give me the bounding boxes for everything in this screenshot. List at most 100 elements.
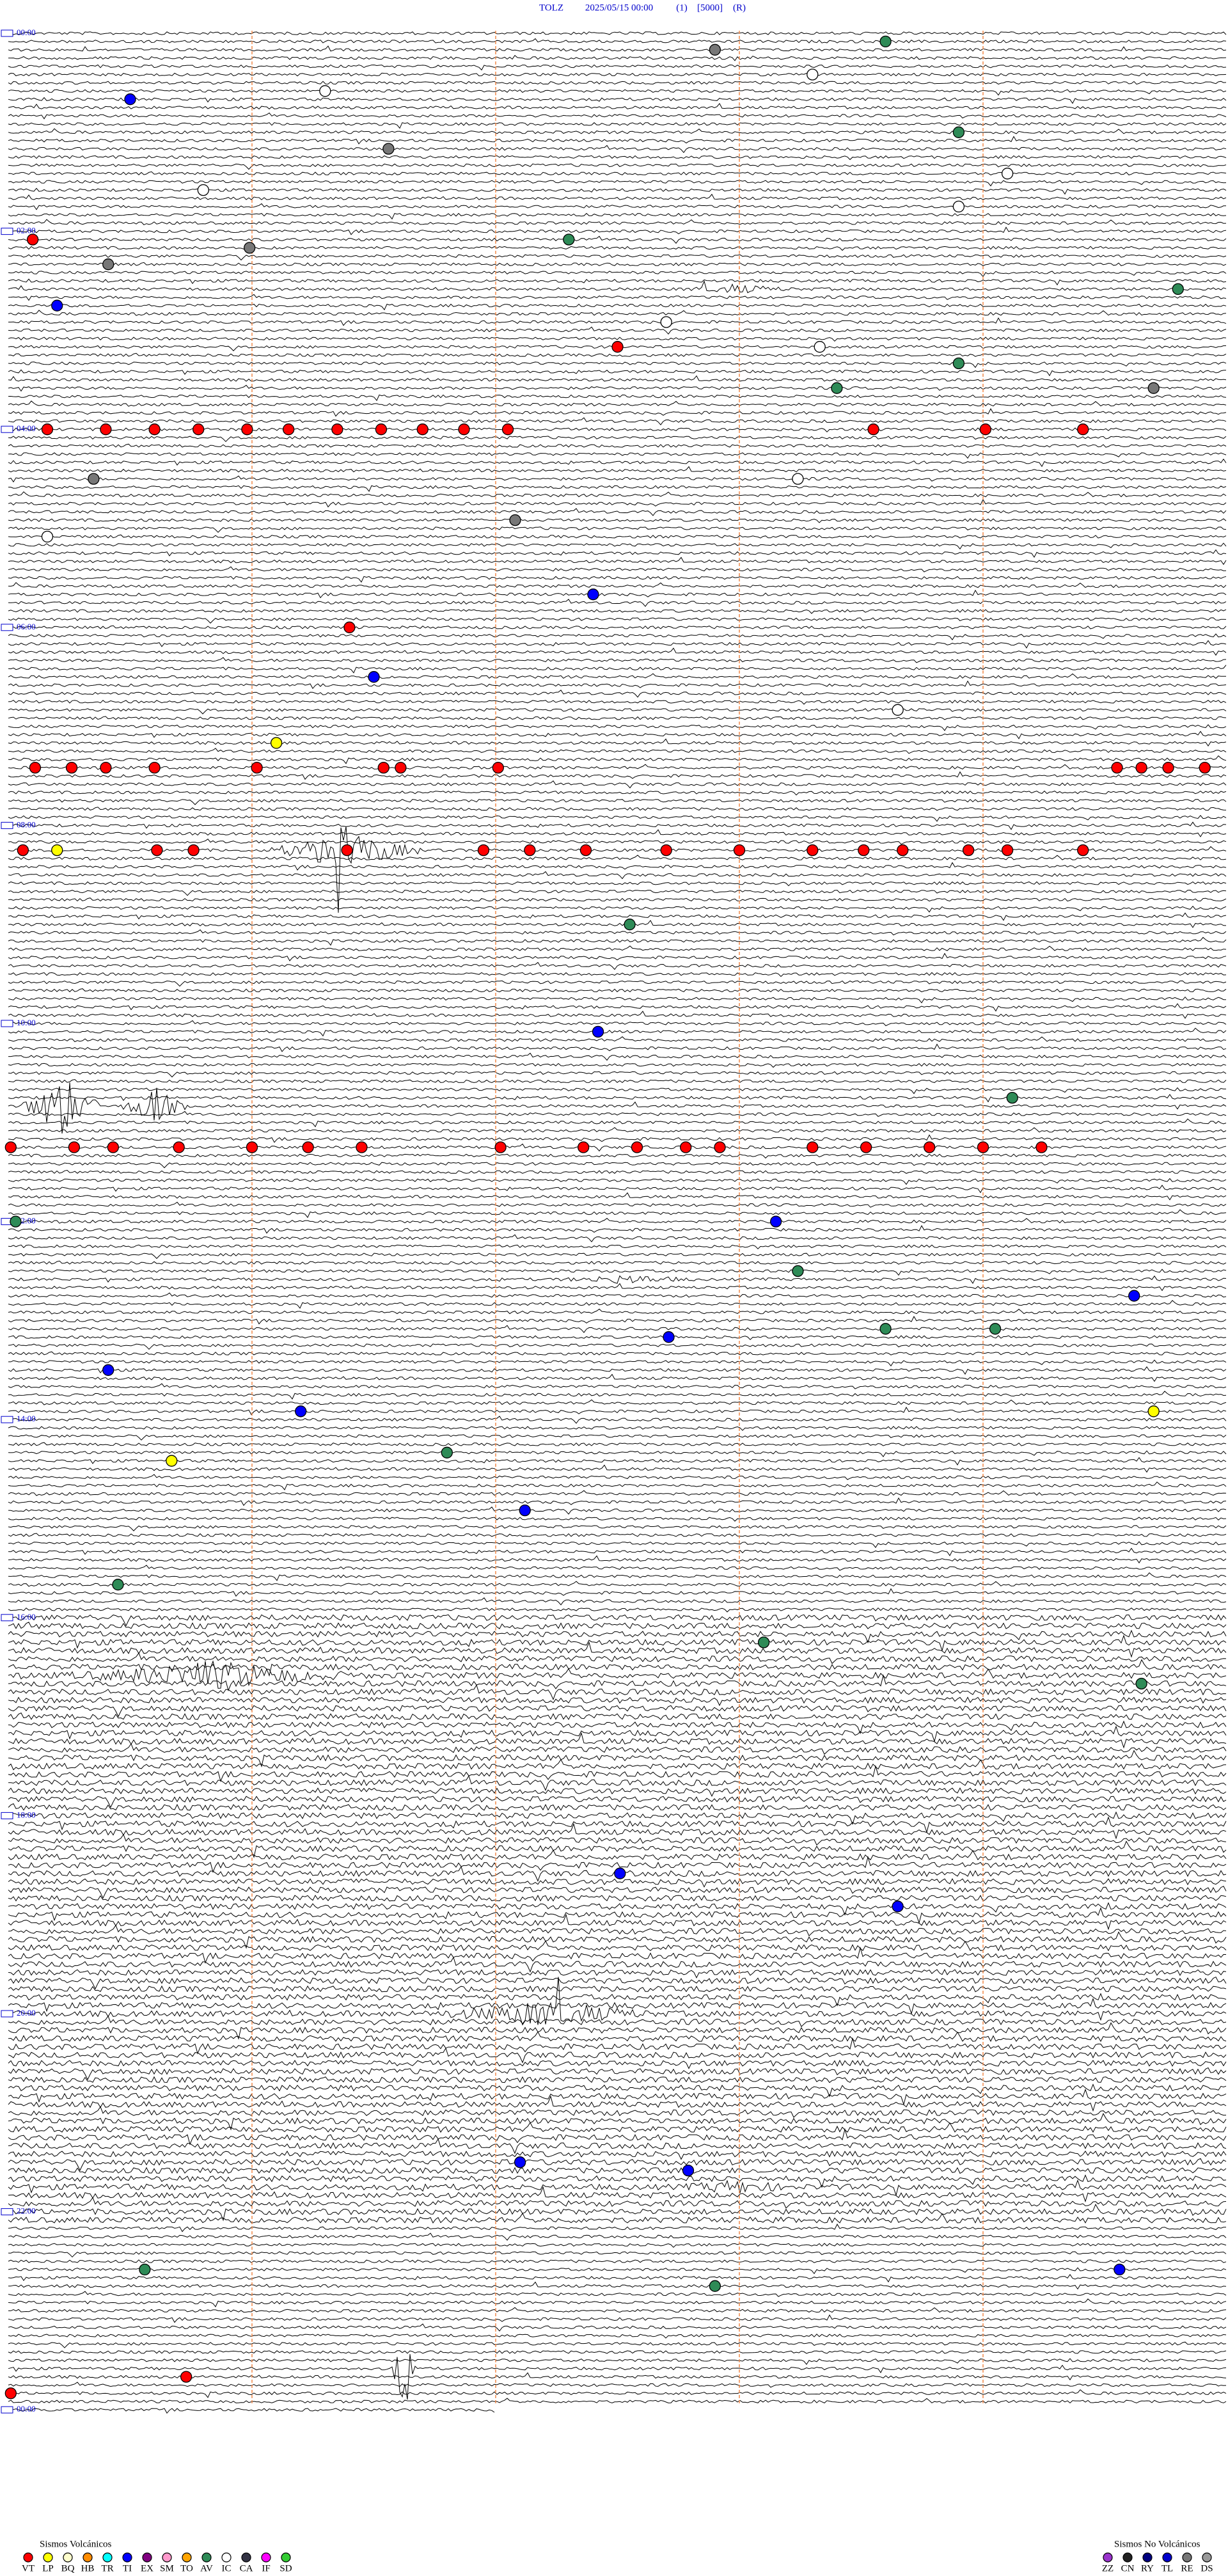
trace: [8, 2083, 1227, 2098]
trace: [8, 1614, 1227, 1627]
trace: [8, 2031, 1227, 2043]
event-marker: [814, 341, 826, 353]
gain: [5000]: [697, 3, 723, 13]
trace: [8, 1442, 1227, 1446]
trace: [8, 2291, 1227, 2297]
trace: [8, 2398, 1227, 2404]
trace: [8, 1803, 1227, 1811]
event-marker: [858, 844, 870, 857]
trace: [8, 862, 1227, 871]
trace: [8, 2047, 1227, 2064]
trace: [8, 219, 1227, 226]
trace: [8, 1946, 1227, 1964]
event-marker: [709, 2280, 721, 2292]
event-marker: [524, 844, 536, 857]
event-marker: [578, 1141, 590, 1153]
trace: [8, 2408, 495, 2414]
trace: [8, 2113, 1227, 2131]
event-marker: [770, 1215, 782, 1228]
trace: [8, 1283, 1227, 1292]
legend-code: ZZ: [1102, 2563, 1114, 2573]
trace: [8, 2334, 1227, 2339]
header: TOLZ 2025/05/15 00:00 (1) [5000] (R): [539, 3, 746, 13]
trace: [8, 839, 1227, 845]
trace: [8, 394, 1227, 402]
trace: [8, 1541, 1227, 1548]
event-marker: [733, 844, 746, 857]
event-marker: [4, 1141, 17, 1153]
trace: [8, 1674, 1227, 1692]
trace: [8, 2307, 1227, 2313]
trace: [8, 235, 1227, 244]
event-marker: [241, 423, 253, 436]
label-box: [1, 228, 13, 235]
legend-swatch: [1182, 2552, 1192, 2563]
trace: [8, 128, 1227, 135]
legend-swatch: [221, 2552, 232, 2563]
event-marker: [17, 844, 29, 857]
trace: [8, 1750, 1227, 1767]
trace: [8, 45, 1227, 52]
event-marker: [579, 844, 592, 857]
trace: [8, 2358, 1227, 2366]
trace: [8, 1185, 1227, 1194]
trace: [8, 2213, 1227, 2224]
time-label: 00:00: [17, 2404, 36, 2414]
trace: [8, 491, 1227, 498]
trace: [8, 790, 1227, 796]
trace: [8, 112, 1227, 120]
event-marker: [807, 1141, 819, 1153]
trace: [8, 2267, 1227, 2275]
trace: [8, 2281, 1227, 2290]
trace: [8, 2022, 1227, 2040]
time-label: 18:00: [17, 1810, 36, 1819]
event-marker: [107, 1141, 119, 1153]
trace: [8, 1849, 1227, 1861]
event-marker: [892, 1900, 904, 1913]
trace: [8, 384, 1227, 392]
event-marker: [1162, 761, 1174, 774]
event-marker: [660, 844, 672, 857]
trace: [8, 1796, 1227, 1808]
trace: [8, 2341, 1227, 2348]
trace: [8, 2015, 1227, 2027]
time-label: 10:00: [17, 1018, 36, 1027]
legend-code: TI: [123, 2563, 132, 2573]
event-marker: [282, 423, 295, 436]
trace: [8, 1416, 1227, 1424]
event-marker: [148, 423, 161, 436]
legend: Sismos Volcánicos VT LP BQ HB TR TI EX SM TO AV IC C…: [22, 2539, 1213, 2573]
event-marker: [680, 1141, 692, 1153]
trace: [8, 871, 1227, 880]
time-label: 22:00: [17, 2206, 36, 2216]
event-marker: [509, 514, 521, 526]
trace: [8, 1450, 1227, 1458]
trace: [8, 2037, 1227, 2055]
trace: [8, 1547, 1227, 1556]
label-box: [1, 29, 13, 37]
trace: [8, 2323, 1227, 2332]
trace: [8, 1063, 1227, 1068]
event-marker: [977, 1141, 989, 1153]
trace: [8, 936, 1227, 946]
legend-code: RY: [1141, 2563, 1154, 2573]
trace: [8, 708, 1227, 715]
trace: [8, 72, 1227, 77]
trace: [8, 2128, 1227, 2145]
legend-title: Sismos No Volcánicos: [1114, 2539, 1200, 2549]
legend-swatch: [201, 2552, 212, 2563]
trace: [8, 1426, 1227, 1431]
event-marker: [197, 184, 209, 196]
event-marker: [989, 1323, 1002, 1335]
legend-swatch: [162, 2552, 172, 2563]
trace: [8, 180, 1227, 187]
event-marker: [867, 423, 879, 436]
event-marker: [792, 1265, 804, 1277]
legend-code: DS: [1200, 2563, 1213, 2573]
label-box: [1, 2010, 13, 2018]
trace: [8, 2259, 1227, 2263]
trace: [8, 97, 1227, 104]
legend-code: HB: [81, 2563, 95, 2573]
legend-code: SM: [160, 2563, 174, 2573]
trace: [8, 1134, 1227, 1143]
